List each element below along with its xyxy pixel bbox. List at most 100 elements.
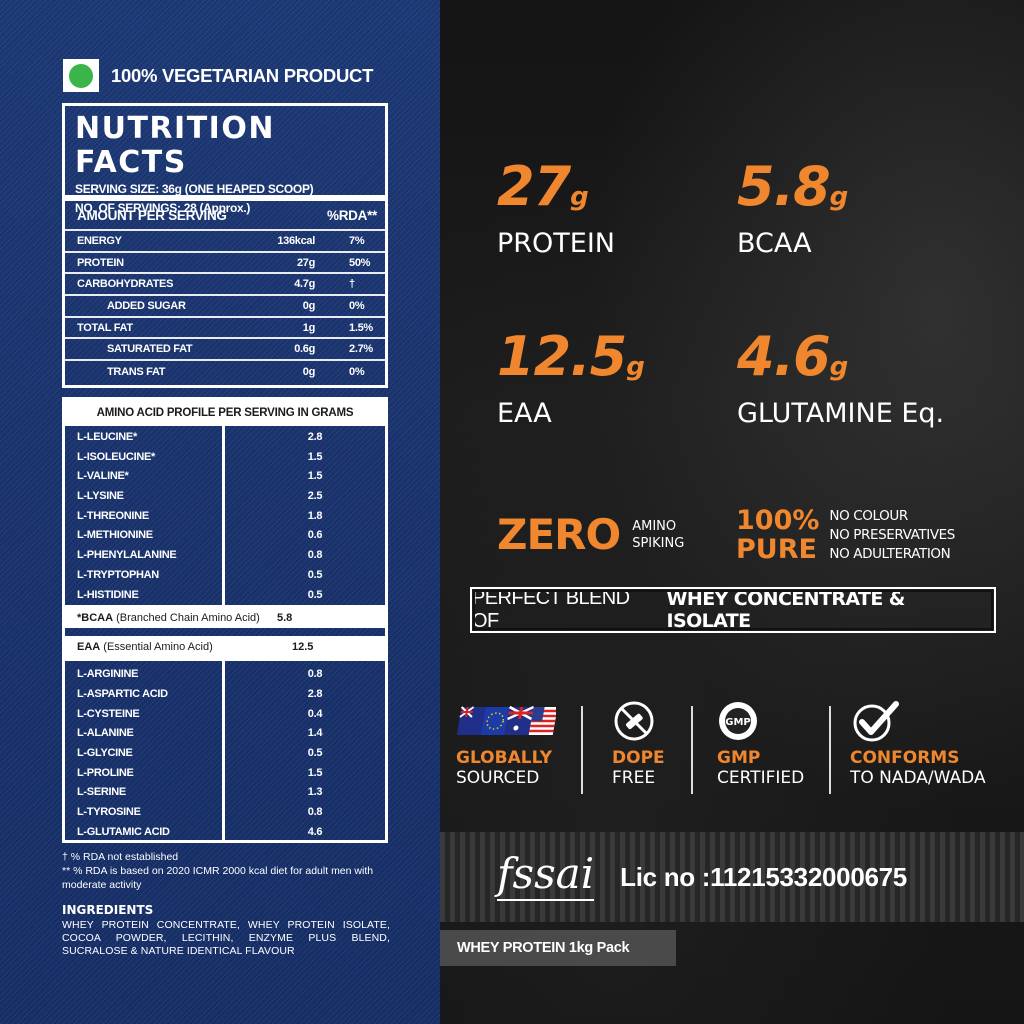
nutrition-panel: 100% VEGETARIAN PRODUCT NUTRITION FACTS … [0,0,440,1024]
row-amount: 0.6g [294,343,315,356]
pure-line: NO PRESERVATIVES [829,526,955,543]
amino-name: L-ASPARTIC ACID [77,687,168,700]
footnote-dagger: † % RDA not established [62,851,179,863]
row-pct: † [349,278,355,291]
amino-value: 1.8 [307,509,323,522]
amino-value: 0.8 [307,806,323,818]
amino-value: 2.8 [307,687,323,700]
blend-banner: PERFECT BLEND OF WHEY CONCENTRATE & ISOL… [470,587,996,633]
fssai-logo: fssai [497,853,595,901]
amino-name: L-TRYPTOPHAN [77,568,159,581]
row-name: SATURATED FAT [107,343,193,356]
row-pct: 0% [349,365,365,378]
amino-name: L-SERINE [77,786,126,799]
badge-divider [691,706,693,794]
amino-value: 0.5 [307,588,323,601]
row-name: TRANS FAT [107,365,166,378]
stat-value: 12.5 [497,325,627,388]
amino-name: L-HISTIDINE [77,588,139,601]
flags-icon [456,700,556,742]
vegetarian-badge: 100% VEGETARIAN PRODUCT [63,59,373,92]
amino-value: 0.5 [307,568,323,581]
eaa-total-row: EAA (Essential Amino Acid) 12.5 [65,636,385,659]
header-amount: AMOUNT PER SERVING [77,207,227,223]
ingredients-title: INGREDIENTS [62,903,154,917]
amino-name: L-ARGININE [77,668,139,681]
zero-amino-spiking-claim: ZERO AMINO SPIKING [497,510,684,559]
pack-size-label: WHEY PROTEIN 1kg Pack [440,930,676,966]
rda-table-header: AMOUNT PER SERVING %RDA** [65,201,385,231]
amino-value: 0.6 [307,529,323,542]
stat-unit: g [570,182,589,212]
bcaa-label: *BCAA [77,612,114,625]
stat-value: 27 [497,155,571,218]
table-row: TOTAL FAT 1g 1.5% [65,318,385,340]
zero-label: ZERO [497,510,621,559]
stat-unit: g [829,182,849,212]
stat-label: BCAA [737,228,812,259]
amino-value: 0.5 [307,746,323,759]
veg-label: 100% VEGETARIAN PRODUCT [111,64,374,86]
nutrition-facts-header: NUTRITION FACTS SERVING SIZE: 36g (ONE H… [62,103,388,215]
row-amount: 27g [296,256,315,269]
table-row: TRANS FAT 0g 0% [65,361,385,383]
blend-prefix: PERFECT BLEND OF [472,587,630,632]
bcaa-description: (Branched Chain Amino Acid) [116,612,260,625]
pure-word: PURE [736,534,817,565]
row-name: ADDED SUGAR [107,299,186,312]
check-circle-icon [850,700,986,742]
eaa-total-value: 12.5 [292,641,314,654]
table-row: ENERGY 136kcal 7% [65,231,385,253]
row-amount: 0g [302,299,316,312]
bcaa-total-row: *BCAA (Branched Chain Amino Acid) 5.8 [65,608,385,629]
footnote-rda-basis: ** % RDA is based on 2020 ICMR 2000 kcal… [62,865,374,891]
stat-value: 4.6 [737,325,831,388]
amino-name: L-ALANINE [77,727,134,740]
badge-line-2: FREE [612,768,656,788]
row-amount: 136kcal [277,234,315,247]
badges-row: GLOBALLY SOURCED DOPE FREE GMP GMP CERTI… [446,700,1024,800]
amino-name: L-GLYCINE [77,746,133,759]
footnotes: † % RDA not established ** % RDA is base… [62,850,392,892]
row-name: CARBOHYDRATES [77,278,174,291]
serving-size: SERVING SIZE: 36g (ONE HEAPED SCOOP) [75,182,314,196]
stat-unit: g [626,352,645,382]
badge-line-2: CERTIFIED [717,768,805,788]
header-rda: %RDA** [327,207,377,223]
essential-amino-grid: L-LEUCINE* L-ISOLEUCINE* L-VALINE* L-LYS… [65,426,385,609]
amino-name: L-PROLINE [77,766,134,779]
badge-line-1: DOPE [612,748,665,768]
stat-unit: g [829,352,849,382]
zero-line-2: SPIKING [632,535,685,551]
stat-protein: 27g PROTEIN [497,160,615,260]
row-pct: 7% [349,234,365,247]
table-row: SATURATED FAT 0.6g 2.7% [65,339,385,362]
amino-value: 1.4 [307,727,323,740]
row-amount: 4.7g [294,278,315,291]
amino-name: L-LYSINE [77,490,124,503]
license-number: Lic no :11215332000675 [620,861,907,892]
table-row: PROTEIN 27g 50% [65,253,385,275]
amino-name: L-THREONINE [77,509,149,522]
svg-text:GMP: GMP [725,717,751,728]
row-name: TOTAL FAT [77,321,133,334]
amino-name: L-PHENYLALANINE [77,549,177,562]
badge-line-2: TO NADA/WADA [850,768,986,788]
pure-claim: 100% PURE NO COLOUR NO PRESERVATIVES NO … [736,506,955,564]
nutrition-facts-title: NUTRITION FACTS [75,111,275,180]
badge-line-2: SOURCED [456,768,540,788]
stat-label: PROTEIN [497,228,616,259]
zero-line-1: AMINO [632,518,677,534]
row-pct: 1.5% [349,321,373,334]
amino-value: 1.3 [307,786,323,799]
row-pct: 0% [349,299,365,312]
amino-value: 0.8 [307,549,323,562]
badge-nada-wada: CONFORMS TO NADA/WADA [850,700,986,788]
fssai-license-band: fssai Lic no :11215332000675 [440,832,1024,922]
amino-value: 2.5 [307,490,323,503]
servings-count: NO. OF SERVINGS: 28 (Approx.) [75,201,251,215]
badge-divider [581,706,583,794]
amino-value: 1.5 [307,450,323,463]
stat-label: GLUTAMINE Eq. [737,398,945,429]
amino-table-header: AMINO ACID PROFILE PER SERVING IN GRAMS [65,400,385,426]
